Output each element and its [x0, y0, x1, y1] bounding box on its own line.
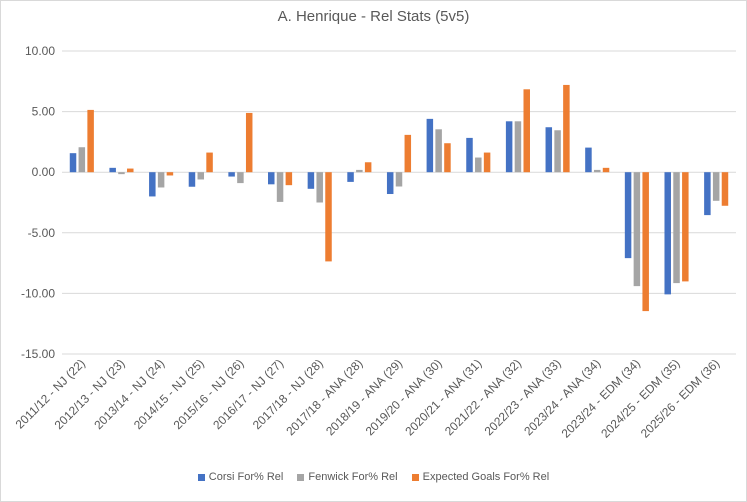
bar-xg: [364, 162, 372, 173]
bar-xg: [87, 109, 94, 173]
legend-swatch: [197, 473, 205, 481]
bar-xg: [285, 172, 293, 186]
bar-fenwick: [78, 147, 86, 173]
bar-corsi: [109, 167, 116, 173]
bar-corsi: [386, 172, 394, 195]
bar-xg: [483, 152, 491, 173]
chart-title: A. Henrique - Rel Stats (5v5): [277, 8, 470, 25]
bar-fenwick: [316, 172, 323, 203]
bar-corsi: [228, 172, 235, 177]
x-tick-label: 2014/15 - NJ (25): [131, 356, 207, 432]
legend-item: Expected Goals For% Rel: [411, 471, 550, 483]
bar-corsi: [347, 172, 354, 182]
bar-corsi: [307, 172, 315, 189]
bar-corsi: [69, 153, 77, 173]
bar-fenwick: [554, 130, 561, 173]
bar-fenwick: [633, 172, 641, 287]
bar-corsi: [188, 172, 196, 187]
bar-corsi: [505, 121, 513, 173]
legend-label: Expected Goals For% Rel: [422, 471, 550, 483]
bar-xg: [404, 134, 412, 173]
y-tick-label: -15.00: [21, 347, 55, 361]
x-tick-label: 2012/13 - NJ (23): [52, 356, 128, 432]
y-tick-label: 10.00: [25, 44, 55, 58]
legend-swatch: [297, 473, 305, 481]
legend-label: Corsi For% Rel: [208, 471, 284, 483]
x-tick-label: 2011/12 - NJ (22): [13, 356, 88, 431]
bar-corsi: [545, 127, 553, 173]
bar-xg: [563, 84, 570, 173]
y-tick-label: 5.00: [32, 105, 56, 119]
x-tick-label: 2013/14 - NJ (24): [91, 356, 167, 432]
legend-item: Corsi For% Rel: [197, 471, 284, 483]
bar-fenwick: [673, 172, 680, 284]
y-tick-label: -5.00: [28, 226, 56, 240]
bar-xg: [523, 89, 530, 173]
bar-fenwick: [593, 169, 601, 173]
bar-fenwick: [475, 157, 482, 173]
bar-xg: [642, 172, 649, 312]
bar-fenwick: [435, 129, 442, 173]
bar-xg: [682, 172, 689, 282]
legend-item: Fenwick For% Rel: [297, 471, 398, 483]
legend-swatch: [411, 473, 419, 481]
y-tick-label: -10.00: [21, 286, 55, 300]
bar-xg: [602, 167, 610, 173]
bar-xg: [721, 172, 729, 206]
bar-corsi: [466, 137, 473, 173]
legend: Corsi For% Rel Fenwick For% Rel Expected G…: [0, 471, 747, 483]
bar-xg: [444, 143, 451, 173]
bar-fenwick: [712, 172, 720, 201]
bar-fenwick: [237, 172, 244, 184]
bar-corsi: [664, 172, 671, 295]
bar-corsi: [268, 172, 275, 185]
x-tick-label: 2017/18 - NJ (28): [250, 356, 326, 432]
bar-fenwick: [276, 172, 284, 202]
bar-fenwick: [356, 169, 363, 173]
bar-xg: [206, 152, 213, 173]
x-tick-label: 2015/16 - NJ (26): [171, 356, 247, 432]
x-tick-label: 2016/17 - NJ (27): [210, 356, 286, 432]
bar-corsi: [624, 172, 632, 259]
bar-fenwick: [157, 172, 165, 188]
legend-label: Fenwick For% Rel: [308, 471, 398, 483]
bar-corsi: [704, 172, 711, 216]
bar-xg: [166, 172, 174, 176]
y-tick-label: 0.00: [32, 165, 56, 179]
bar-fenwick: [514, 121, 522, 173]
bar-xg: [325, 172, 332, 262]
bar-fenwick: [395, 172, 403, 187]
bar-corsi: [426, 118, 434, 173]
x-tick-label: 2025/26 - EDM (36): [638, 356, 722, 440]
bar-corsi: [585, 147, 592, 173]
bar-corsi: [149, 172, 156, 197]
bar-fenwick: [118, 172, 125, 175]
bar-fenwick: [197, 172, 205, 180]
bar-xg: [245, 112, 253, 173]
bar-xg: [127, 168, 134, 173]
